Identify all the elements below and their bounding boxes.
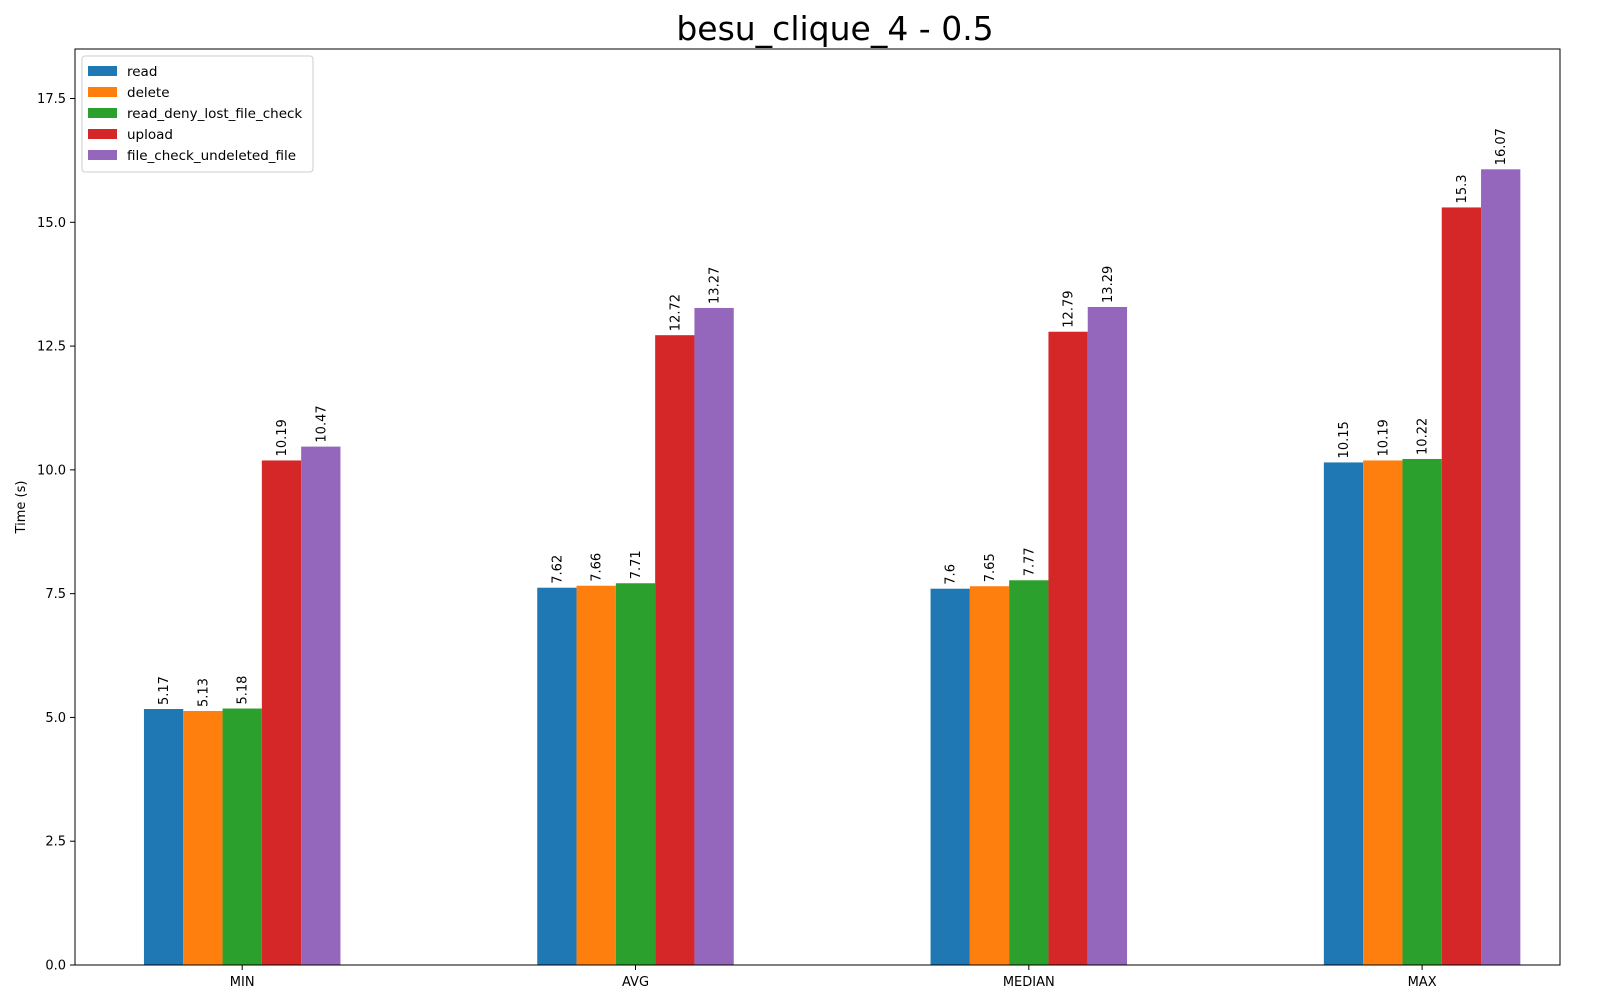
legend-swatch	[88, 129, 117, 139]
bar-file_check_undeleted_file-median	[1087, 306, 1128, 965]
bar-read-min	[143, 709, 184, 965]
bar-delete-avg	[576, 585, 616, 965]
legend-swatch	[88, 150, 117, 160]
chart-title: besu_clique_4 - 0.5	[676, 9, 993, 48]
bar-upload-max	[1441, 207, 1482, 965]
bar-value-label: 16.07	[1494, 128, 1509, 165]
bar-read_deny_lost_file_check-avg	[615, 583, 656, 965]
x-tick-label: MAX	[1408, 975, 1437, 990]
legend-label: read	[127, 64, 157, 80]
bar-file_check_undeleted_file-min	[301, 446, 341, 965]
legend-label: read_deny_lost_file_check	[127, 106, 302, 122]
bars-layer	[143, 169, 1521, 965]
y-tick-label: 17.5	[37, 92, 66, 107]
bar-value-label: 7.71	[629, 550, 644, 579]
legend-label: file_check_undeleted_file	[127, 148, 296, 164]
bar-value-label: 7.66	[590, 553, 605, 582]
bar-value-label: 5.13	[196, 678, 211, 707]
bar-value-label: 7.62	[550, 555, 565, 584]
bar-upload-min	[261, 460, 302, 965]
bar-value-label: 12.72	[668, 294, 683, 331]
legend: read delete read_deny_lost_file_checkuploa…	[81, 55, 314, 173]
bar-value-label: 5.18	[236, 676, 251, 705]
y-tick-label: 7.5	[45, 587, 66, 602]
bar-value-label: 10.47	[314, 405, 329, 442]
bar-value-label: 15.3	[1455, 174, 1470, 203]
y-tick-label: 12.5	[37, 340, 66, 355]
legend-label: upload	[127, 127, 173, 143]
bar-read-avg	[537, 587, 577, 965]
bar-delete-max	[1363, 460, 1403, 965]
legend-swatch	[88, 108, 117, 118]
bar-read_deny_lost_file_check-min	[222, 708, 262, 965]
x-tick-label: AVG	[622, 975, 649, 990]
bar-read-median	[930, 588, 970, 965]
bar-value-label: 10.19	[1376, 419, 1391, 456]
bar-value-label: 13.29	[1101, 266, 1116, 303]
legend-label: delete	[127, 85, 170, 101]
bar-delete-median	[969, 586, 1010, 965]
y-tick-label: 5.0	[45, 711, 66, 726]
y-tick-label: 10.0	[37, 463, 66, 478]
bar-value-label: 7.77	[1022, 547, 1037, 576]
bar-delete-min	[183, 710, 223, 965]
bar-value-label: 10.15	[1337, 421, 1352, 458]
bar-value-label: 5.17	[157, 676, 172, 705]
legend-box	[81, 55, 314, 173]
bar-read_deny_lost_file_check-max	[1402, 458, 1442, 965]
bar-file_check_undeleted_file-avg	[694, 307, 734, 965]
y-tick-label: 0.0	[45, 959, 66, 974]
bar-file_check_undeleted_file-max	[1481, 169, 1521, 965]
bar-read_deny_lost_file_check-median	[1009, 580, 1049, 965]
bar-value-label: 10.22	[1416, 418, 1431, 455]
bar-value-label: 7.65	[983, 553, 998, 582]
bar-value-labels: 5.17 5.13 5.18 10.19 10.47 7.62 7.66 7.71 12.72 1…	[157, 128, 1509, 707]
bar-value-label: 13.27	[708, 267, 723, 304]
bar-read-max	[1323, 462, 1364, 965]
bar-value-label: 10.19	[275, 419, 290, 456]
y-axis: 0.0 2.5 5.0 7.5 10.0 12.5 15.0 17.5	[37, 92, 75, 974]
legend-swatch	[88, 87, 117, 97]
x-axis: MIN AVG MEDIAN MAX	[230, 965, 1437, 990]
bar-value-label: 7.6	[944, 564, 959, 585]
plot-area-frame	[74, 48, 1561, 966]
legend-swatch	[88, 66, 117, 76]
bar-upload-median	[1048, 331, 1088, 965]
y-tick-label: 15.0	[37, 216, 66, 231]
x-tick-label: MEDIAN	[1003, 975, 1055, 990]
bar-value-label: 12.79	[1062, 291, 1077, 328]
bar-upload-avg	[655, 335, 695, 965]
y-axis-title: Time (s)	[14, 481, 29, 535]
y-tick-label: 2.5	[45, 835, 66, 850]
x-tick-label: MIN	[230, 975, 255, 990]
